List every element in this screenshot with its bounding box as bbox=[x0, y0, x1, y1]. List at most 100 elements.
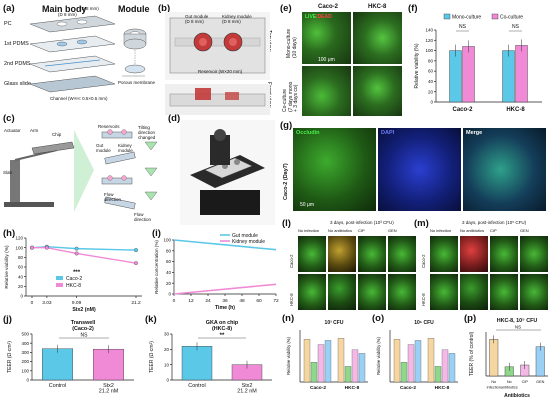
j-teer-bar-chart: 0 100 200 300 400 500 TEER (Ω·cm²) Transwell(Ca… bbox=[7, 320, 134, 395]
n-viability-bar-chart: Relative viability (%) 10³ CFU Caco-2 HKC-8 bbox=[286, 320, 368, 391]
h-x-tick-label: 9.09 bbox=[72, 300, 82, 306]
chart-o-bar bbox=[448, 353, 456, 383]
y-tick-label: 80 bbox=[18, 255, 24, 260]
chart-p-category-label: No bbox=[491, 380, 496, 384]
g-scale-label: 50 μm bbox=[300, 202, 314, 208]
h-x-tick-label: 3.03 bbox=[42, 300, 52, 306]
chart-j-bar bbox=[92, 348, 124, 381]
grid-m-tile-image bbox=[520, 236, 548, 272]
grid-l-col-label: No infection bbox=[298, 228, 320, 233]
y-tick-label: 300 bbox=[21, 350, 29, 355]
grid-m-tile-image bbox=[430, 274, 458, 310]
panel-label-e: (e) bbox=[280, 3, 292, 14]
panel-label-h: (h) bbox=[3, 228, 16, 239]
grid-l-tile-image bbox=[388, 274, 416, 310]
grid-m-col-label: GEN bbox=[520, 228, 529, 233]
o-viability-bar-chart: Relative viability (%) 10⁵ CFU Caco-2 HKC-8 bbox=[376, 320, 458, 391]
g-occludin-image bbox=[293, 128, 376, 211]
a-porous-label: Porous membrane bbox=[118, 80, 156, 85]
a-chip-exploded-diagram bbox=[29, 15, 147, 93]
panel-label-i: (i) bbox=[152, 228, 161, 239]
chart-n-bar bbox=[324, 340, 332, 383]
y-tick-label: 140 bbox=[425, 28, 433, 33]
h-x-tick-label: 0 bbox=[31, 300, 34, 306]
grid-l-tile-image bbox=[328, 274, 356, 310]
grid-m-row-label: Caco-2 bbox=[421, 254, 426, 269]
l-image-grid: No infection No antibiotics CIP GEN Caco-2 HK… bbox=[289, 228, 416, 310]
i-x-tick-label: 60 bbox=[256, 298, 262, 304]
chart-n-bar bbox=[317, 344, 325, 383]
grid-l-tile-image bbox=[358, 236, 386, 272]
chart-n-category-label: Caco-2 bbox=[310, 385, 326, 391]
f-legend-swatch bbox=[491, 13, 499, 20]
chart-n-bar bbox=[358, 353, 366, 383]
chart-k-ylabel: TEER (Ω·cm²) bbox=[149, 341, 155, 373]
y-tick-label: 100 bbox=[425, 48, 433, 53]
grid-m-col-label: No antibiotics bbox=[460, 228, 485, 233]
k-stars-label: ** bbox=[220, 333, 225, 339]
chart-p-ylabel: TEER (% of control) bbox=[469, 331, 475, 376]
chart-n-category-label: HKC-8 bbox=[345, 385, 360, 391]
y-tick-label: 10 bbox=[164, 362, 170, 367]
c-flow-1: Flow direction bbox=[104, 192, 122, 202]
y-tick-label: 120 bbox=[425, 38, 433, 43]
chart-n-bar bbox=[351, 349, 359, 383]
panel-label-m: (m) bbox=[414, 218, 429, 229]
i-concentration-line-chart: 0 20 40 60 80 100 Relative concentration (%) 0 1… bbox=[154, 233, 279, 311]
f-ns-label: NS bbox=[459, 24, 467, 30]
chart-j-title: Transwell bbox=[71, 320, 96, 326]
panel-label-c: (c) bbox=[3, 113, 15, 124]
y-tick-label: 40 bbox=[166, 270, 172, 275]
panel-label-o: (o) bbox=[372, 313, 385, 324]
y-tick-label: 0 bbox=[20, 294, 23, 299]
chart-o-bar bbox=[407, 344, 415, 383]
grid-l-col-label: CIP bbox=[358, 228, 365, 233]
y-tick-label: 0 bbox=[166, 378, 169, 383]
i-legend-label: Kidney module bbox=[232, 239, 265, 245]
y-tick-label: 40 bbox=[18, 274, 24, 279]
chart-o-bar bbox=[434, 366, 442, 383]
c-slab: Slab bbox=[3, 170, 13, 175]
chart-k-category-label: Stx2 bbox=[242, 383, 253, 389]
h-point bbox=[30, 245, 34, 250]
h-series-line bbox=[32, 246, 137, 264]
grid-m-tile-image bbox=[460, 274, 488, 310]
l-header: 3 days, post-infection (10³ CFU) bbox=[330, 220, 394, 225]
chart-j-title: (Caco-2) bbox=[72, 326, 94, 332]
chart-o-category-label: HKC-8 bbox=[435, 385, 450, 391]
grid-m-tile-image bbox=[430, 236, 458, 272]
c-gut-module: Gut module bbox=[96, 143, 111, 153]
f-legend-label: Co-culture bbox=[500, 15, 523, 21]
grid-l-col-label: No antibiotics bbox=[328, 228, 353, 233]
chart-p-category-label: CIP bbox=[522, 380, 529, 384]
panel-label-k: (k) bbox=[145, 314, 157, 325]
e-col-caco2: Caco-2 bbox=[318, 4, 339, 10]
c-chip: Chip bbox=[52, 132, 62, 137]
e-live-label: LIVE/DEAD bbox=[305, 14, 332, 20]
i-x-tick-label: 48 bbox=[239, 298, 245, 304]
panel-label-d: (d) bbox=[168, 113, 181, 124]
chart-o-bar bbox=[400, 362, 408, 383]
i-x-tick-label: 12 bbox=[188, 298, 194, 304]
y-tick-label: 30 bbox=[164, 332, 170, 337]
grid-l-tile-image bbox=[388, 236, 416, 272]
h-point bbox=[74, 246, 79, 251]
h-viability-line-chart: 0 20 40 60 80 100 120 Relative viability (%) 0 3.… bbox=[4, 236, 142, 312]
f-category-label: Caco-2 bbox=[452, 107, 473, 113]
y-tick-label: 60 bbox=[428, 69, 434, 74]
h-ylabel: Relative viability (%) bbox=[4, 245, 10, 289]
y-tick-label: 20 bbox=[164, 347, 170, 352]
y-tick-label: 80 bbox=[166, 248, 172, 253]
y-tick-label: 0 bbox=[26, 378, 29, 383]
y-tick-label: 500 bbox=[21, 332, 29, 337]
h-point bbox=[134, 248, 138, 253]
h-xlabel: Stx2 (nM) bbox=[72, 307, 96, 312]
c-reservoirs: Reservoirs bbox=[98, 124, 120, 129]
g-merge-image bbox=[463, 128, 546, 211]
h-legend-label: Caco-2 bbox=[66, 276, 82, 282]
e-row-mono: Mono-culture (10 days) bbox=[286, 28, 298, 58]
chart-o-category-label: Caco-2 bbox=[400, 385, 416, 391]
y-tick-label: 0 bbox=[168, 292, 171, 297]
panel-label-j: (j) bbox=[3, 314, 12, 325]
panel-label-g: (g) bbox=[280, 120, 293, 131]
